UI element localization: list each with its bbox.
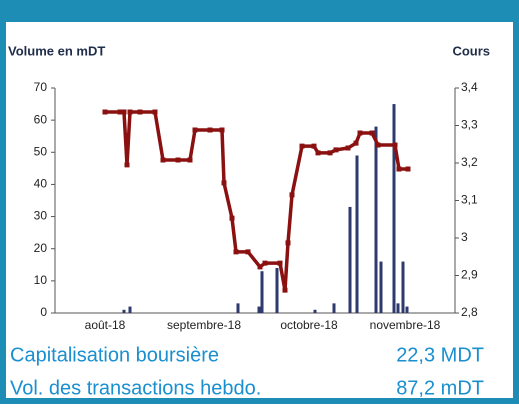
y-tick-label: 70 bbox=[34, 80, 48, 94]
line-marker bbox=[345, 145, 351, 151]
y-tick-label: 40 bbox=[34, 177, 48, 191]
bar bbox=[355, 155, 359, 313]
line-marker bbox=[127, 109, 133, 115]
line-marker bbox=[245, 249, 251, 255]
x-tick-label: août-18 bbox=[85, 318, 126, 332]
line-marker bbox=[124, 162, 130, 168]
bar bbox=[374, 126, 378, 313]
line-marker bbox=[277, 260, 283, 266]
bar bbox=[348, 206, 352, 313]
stat-label: Capitalisation boursière bbox=[10, 344, 219, 366]
line-marker bbox=[175, 157, 181, 163]
stat-label: Vol. des transactions hebdo. bbox=[10, 377, 261, 399]
bar bbox=[122, 309, 126, 313]
y-tick-label: 10 bbox=[34, 273, 48, 287]
line-marker bbox=[369, 130, 375, 136]
bar bbox=[236, 303, 240, 313]
line-marker bbox=[392, 142, 398, 148]
line-marker bbox=[327, 150, 333, 156]
stat-value: 22,3 MDT bbox=[396, 344, 484, 366]
y-tick-label: 0 bbox=[40, 305, 47, 319]
bar bbox=[401, 261, 405, 313]
line-marker bbox=[375, 142, 381, 148]
line-marker bbox=[187, 157, 193, 163]
line-marker bbox=[299, 143, 305, 149]
line-marker bbox=[262, 260, 268, 266]
bar bbox=[313, 309, 317, 313]
line-marker bbox=[282, 287, 288, 293]
y2-axis-label: Cours bbox=[452, 43, 490, 58]
stat-value: 87,2 mDT bbox=[396, 377, 484, 399]
line-marker bbox=[207, 127, 213, 133]
panel bbox=[6, 22, 513, 398]
y2-tick-label: 2,8 bbox=[461, 305, 478, 319]
line-marker bbox=[285, 240, 291, 246]
y2-tick-label: 2,9 bbox=[461, 268, 478, 282]
line-marker bbox=[160, 157, 166, 163]
line-marker bbox=[233, 249, 239, 255]
line-marker bbox=[311, 143, 317, 149]
line-marker bbox=[192, 127, 198, 133]
x-tick-label: octobre-18 bbox=[280, 318, 338, 332]
bar bbox=[379, 261, 383, 313]
y-tick-label: 60 bbox=[34, 112, 48, 126]
y-axis-label: Volume en mDT bbox=[8, 43, 105, 58]
line-marker bbox=[137, 109, 143, 115]
y2-tick-label: 3,4 bbox=[461, 80, 478, 94]
line-marker bbox=[219, 127, 225, 133]
line-marker bbox=[357, 130, 363, 136]
y-tick-label: 50 bbox=[34, 144, 48, 158]
bar bbox=[332, 303, 336, 313]
y-tick-label: 30 bbox=[34, 209, 48, 223]
line-marker bbox=[315, 150, 321, 156]
bar bbox=[396, 303, 400, 313]
y2-tick-label: 3,1 bbox=[461, 193, 478, 207]
bar bbox=[128, 306, 132, 313]
line-marker bbox=[289, 192, 295, 198]
bar bbox=[405, 306, 409, 313]
bar bbox=[275, 268, 279, 313]
line-marker bbox=[121, 109, 127, 115]
line-marker bbox=[405, 166, 411, 172]
line-marker bbox=[257, 264, 263, 270]
line-marker bbox=[353, 140, 359, 146]
line-marker bbox=[102, 109, 108, 115]
x-tick-label: septembre-18 bbox=[167, 318, 241, 332]
y-tick-label: 20 bbox=[34, 241, 48, 255]
bar bbox=[260, 271, 264, 313]
line-marker bbox=[117, 109, 123, 115]
line-marker bbox=[152, 109, 158, 115]
y2-tick-label: 3,3 bbox=[461, 118, 478, 132]
bar bbox=[257, 306, 261, 313]
y2-tick-label: 3,2 bbox=[461, 155, 478, 169]
line-marker bbox=[229, 215, 235, 221]
line-marker bbox=[396, 166, 402, 172]
bar bbox=[392, 104, 396, 313]
y2-tick-label: 3 bbox=[461, 230, 468, 244]
x-tick-label: novembre-18 bbox=[370, 318, 441, 332]
line-marker bbox=[221, 180, 227, 186]
line-marker bbox=[333, 147, 339, 153]
